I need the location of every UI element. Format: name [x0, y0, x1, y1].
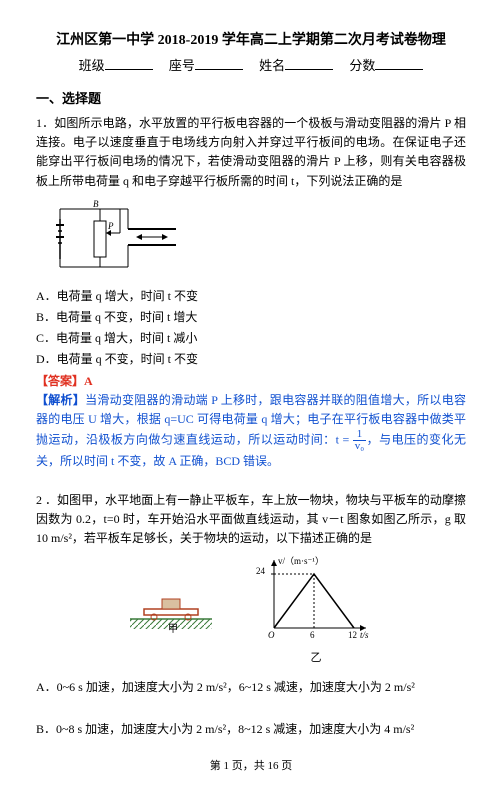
svg-text:O: O — [268, 630, 275, 640]
page-footer: 第 1 页，共 16 页 — [36, 758, 466, 776]
svg-text:甲: 甲 — [168, 624, 178, 633]
q1-circuit-figure: B P — [48, 199, 466, 281]
q2-option-a[interactable]: A．0~6 s 加速，加速度大小为 2 m/s²，6~12 s 减速，加速度大小… — [36, 678, 466, 697]
svg-text:P: P — [107, 221, 114, 231]
q1-stem: 1．如图所示电路，水平放置的平行板电容器的一个极板与滑动变阻器的滑片 P 相连接… — [36, 114, 466, 191]
svg-text:v/（m·s⁻¹）: v/（m·s⁻¹） — [278, 556, 324, 566]
q1-option-b[interactable]: B．电荷量 q 不变，时间 t 增大 — [36, 308, 466, 327]
label-seat: 座号 — [169, 56, 195, 77]
graph-caption: 乙 — [256, 650, 376, 668]
section-heading: 一、选择题 — [36, 89, 466, 110]
label-score: 分数 — [349, 56, 375, 77]
q2-figure-cart: 甲 — [126, 583, 216, 639]
q1-option-a[interactable]: A．电荷量 q 增大，时间 t 不变 — [36, 287, 466, 306]
blank-seat[interactable] — [195, 57, 243, 70]
svg-text:6: 6 — [310, 630, 315, 640]
q2-option-b[interactable]: B．0~8 s 加速，加速度大小为 2 m/s²，8~12 s 减速，加速度大小… — [36, 720, 466, 739]
q2-stem: 2 ．如图甲，水平地面上有一静止平板车，车上放一物块，物块与平板车的动摩擦因数为… — [36, 491, 466, 549]
blank-score[interactable] — [375, 57, 423, 70]
q1-analysis: 【解析】当滑动变阻器的滑动端 P 上移时，跟电容器并联的阻值增大，所以电容器的电… — [36, 391, 466, 472]
svg-text:B: B — [93, 199, 99, 209]
blank-name[interactable] — [285, 57, 333, 70]
blank-class[interactable] — [105, 57, 153, 70]
page-title: 江州区第一中学 2018-2019 学年高二上学期第二次月考试卷物理 — [36, 30, 466, 52]
answer-label: 【答案】 — [36, 374, 84, 388]
q2-figure-graph: 24 6 12 O t/s v/（m·s⁻¹） 乙 — [256, 554, 376, 668]
svg-text:12: 12 — [348, 630, 357, 640]
q2-figures: 甲 24 6 12 O t/s v/（m·s⁻¹） 乙 — [36, 554, 466, 668]
analysis-label: 【解析】 — [36, 393, 85, 407]
q1-answer: 【答案】A — [36, 372, 466, 391]
label-name: 姓名 — [259, 56, 285, 77]
fraction-icon: 1v₀ — [353, 429, 366, 452]
answer-value: A — [84, 374, 93, 388]
label-class: 班级 — [79, 56, 105, 77]
svg-text:t/s: t/s — [360, 630, 369, 640]
form-line: 班级 座号 姓名 分数 — [36, 56, 466, 77]
svg-text:24: 24 — [256, 566, 266, 576]
q1-option-c[interactable]: C．电荷量 q 增大，时间 t 减小 — [36, 329, 466, 348]
q1-option-d[interactable]: D．电荷量 q 不变，时间 t 不变 — [36, 350, 466, 369]
